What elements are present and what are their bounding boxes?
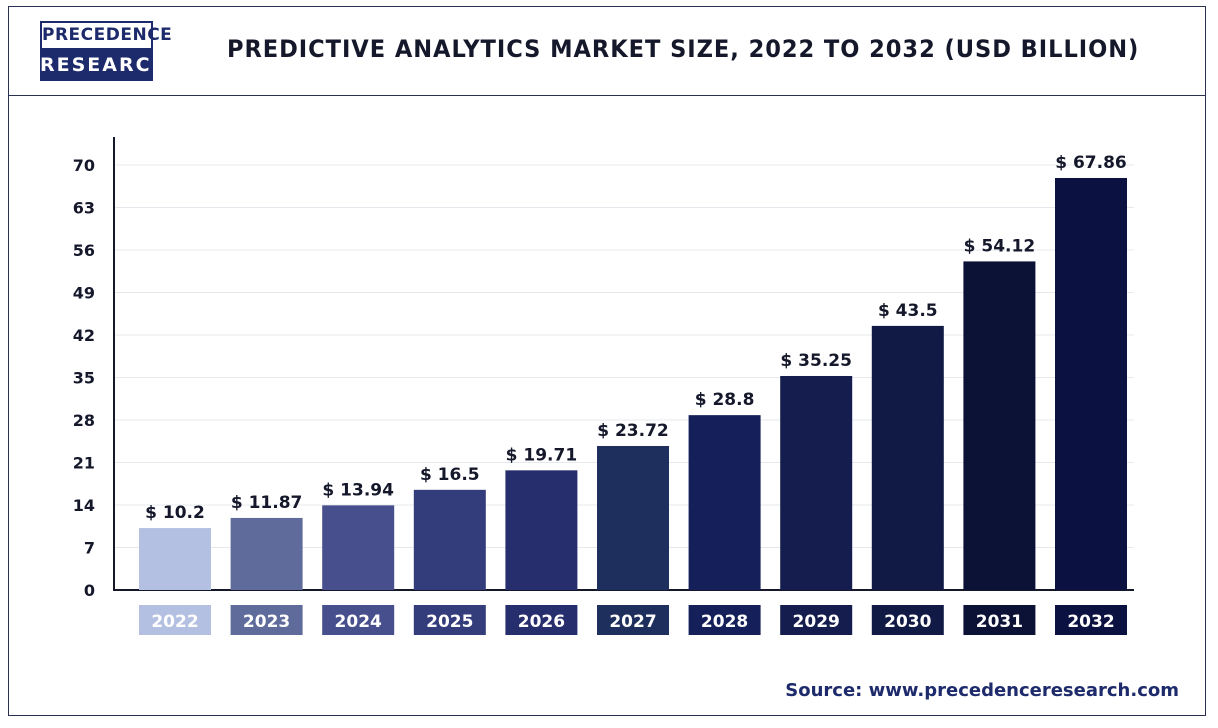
bar-chart: 0 7 14 21 28 35 42 49 56 63 70 $ 10.2 2022 $ 11.87 202… <box>73 137 1134 635</box>
x-tick-label-2025: 2025 <box>426 612 473 632</box>
x-tick-label-2031: 2031 <box>976 612 1023 632</box>
x-tick-label-2030: 2030 <box>884 612 931 632</box>
x-tick-label-2032: 2032 <box>1067 612 1114 632</box>
data-label-2025: $ 16.5 <box>420 465 480 485</box>
category-label-bg-2026 <box>505 605 578 635</box>
bar-2030 <box>871 325 944 590</box>
y-tick-label: 70 <box>73 156 95 175</box>
chart-title: PREDICTIVE ANALYTICS MARKET SIZE, 2022 T… <box>227 35 1140 63</box>
y-tick-label: 49 <box>73 284 95 303</box>
category-label-bg-2023 <box>230 605 303 635</box>
data-label-2022: $ 10.2 <box>145 503 205 523</box>
data-label-2026: $ 19.71 <box>506 445 578 465</box>
logo-line-2: RESEARCH <box>40 50 167 81</box>
category-label-bg-2031 <box>963 605 1036 635</box>
category-label-bg-2025 <box>413 605 486 635</box>
x-tick-label-2022: 2022 <box>151 612 198 632</box>
bar-2023 <box>230 517 303 590</box>
bar-2028 <box>688 415 761 590</box>
data-label-2030: $ 43.5 <box>878 301 938 321</box>
x-tick-label-2029: 2029 <box>793 612 840 632</box>
bar-2025 <box>413 489 486 590</box>
y-tick-label: 7 <box>84 539 95 558</box>
category-label-bg-2032 <box>1055 605 1127 635</box>
y-tick-label: 56 <box>73 241 95 260</box>
category-label-bg-2030 <box>871 605 944 635</box>
data-label-2024: $ 13.94 <box>322 480 394 500</box>
y-tick-label: 21 <box>73 454 95 473</box>
category-label-bg-2022 <box>139 605 211 635</box>
category-label-bg-2027 <box>597 605 669 635</box>
x-tick-label-2028: 2028 <box>701 612 748 632</box>
y-tick-label: 42 <box>73 326 95 345</box>
y-tick-label: 14 <box>73 496 95 515</box>
bar-2022 <box>139 528 211 590</box>
data-label-2029: $ 35.25 <box>780 351 852 371</box>
y-tick-label: 35 <box>73 369 95 388</box>
category-label-bg-2028 <box>688 605 761 635</box>
header: PRECEDENCE RESEARCH PREDICTIVE ANALYTICS… <box>9 7 1205 96</box>
bar-2032 <box>1055 177 1127 590</box>
category-label-bg-2029 <box>780 605 853 635</box>
data-label-2023: $ 11.87 <box>231 493 303 513</box>
data-label-2028: $ 28.8 <box>695 390 755 410</box>
x-tick-label-2027: 2027 <box>609 612 656 632</box>
bar-2031 <box>963 261 1036 590</box>
data-label-2031: $ 54.12 <box>964 236 1036 256</box>
bar-2026 <box>505 470 578 590</box>
x-tick-label-2023: 2023 <box>243 612 290 632</box>
data-label-2027: $ 23.72 <box>597 421 669 441</box>
logo-line-1: PRECEDENCE <box>40 21 172 50</box>
y-tick-label: 0 <box>84 581 95 600</box>
bar-2029 <box>780 375 853 590</box>
data-label-2032: $ 67.86 <box>1055 153 1127 173</box>
bar-2024 <box>322 505 395 590</box>
chart-frame: PRECEDENCE RESEARCH PREDICTIVE ANALYTICS… <box>8 6 1206 716</box>
logo: PRECEDENCE RESEARCH <box>40 21 172 81</box>
x-tick-label-2026: 2026 <box>518 612 565 632</box>
source-text: Source: www.precedenceresearch.com <box>785 680 1179 701</box>
category-label-bg-2024 <box>322 605 395 635</box>
y-tick-label: 28 <box>73 411 95 430</box>
x-tick-label-2024: 2024 <box>335 612 382 632</box>
y-tick-label: 63 <box>73 199 95 218</box>
bar-2027 <box>597 445 669 590</box>
